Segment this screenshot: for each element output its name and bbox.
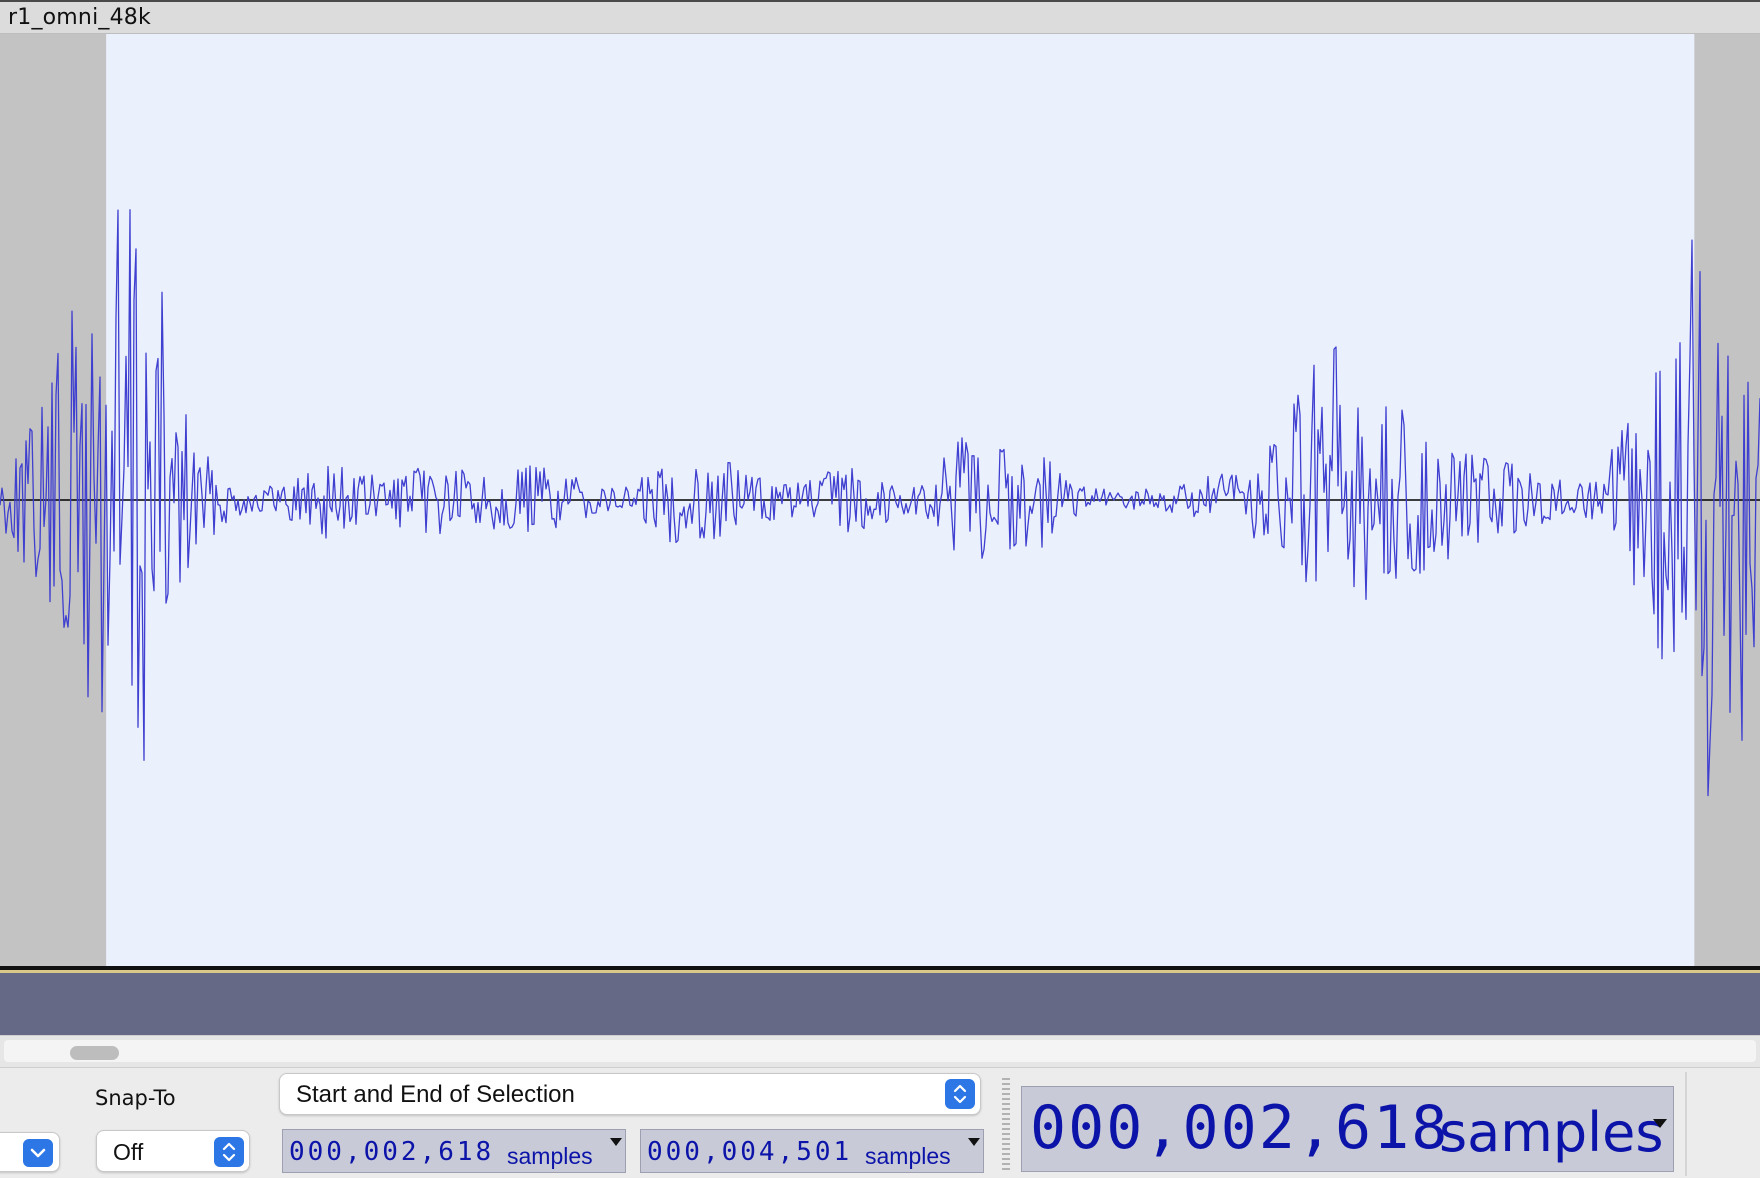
toolbar-grip[interactable]: [1002, 1078, 1010, 1170]
up-down-chevrons-icon[interactable]: [214, 1137, 244, 1167]
toolbar-separator: [1685, 1072, 1687, 1176]
selection-toolbar: Snap-To Off Start and End of Selection 0…: [0, 1067, 1760, 1178]
snap-to-value: Off: [113, 1139, 144, 1165]
audio-position-digits[interactable]: 000,002,618: [1030, 1093, 1450, 1163]
project-rate-select[interactable]: [0, 1132, 60, 1172]
waveform-area[interactable]: [0, 34, 1760, 966]
selection-start-time[interactable]: 000,002,618 samples: [282, 1129, 626, 1173]
triangle-down-icon[interactable]: [610, 1138, 622, 1146]
horizontal-scrollbar[interactable]: [0, 1035, 1760, 1067]
selection-mode-select[interactable]: Start and End of Selection: [279, 1073, 981, 1115]
snap-to-label: Snap-To: [95, 1086, 176, 1110]
selection-start-digits[interactable]: 000,002,618: [289, 1137, 495, 1167]
track-name: r1_omni_48k: [8, 5, 151, 30]
selection-start-unit: samples: [507, 1143, 593, 1169]
snap-to-select[interactable]: Off: [96, 1130, 250, 1172]
audio-position-time[interactable]: 000,002,618 samples: [1021, 1086, 1674, 1172]
selection-end-digits[interactable]: 000,004,501: [647, 1137, 853, 1167]
waveform: [0, 209, 1760, 797]
track-bottom-highlight: [0, 970, 1760, 973]
chevron-down-icon[interactable]: [23, 1139, 53, 1167]
track-bottom-border[interactable]: [0, 966, 1760, 970]
track-name-bar[interactable]: r1_omni_48k: [0, 0, 1760, 34]
triangle-down-icon[interactable]: [1653, 1119, 1667, 1128]
waveform-canvas[interactable]: [0, 34, 1760, 966]
scrollbar-track[interactable]: [4, 1040, 1756, 1062]
selection-end-time[interactable]: 000,004,501 samples: [640, 1129, 984, 1173]
empty-tracks-background[interactable]: [0, 973, 1760, 1035]
selection-end-unit: samples: [865, 1143, 951, 1169]
audio-position-unit: samples: [1439, 1101, 1664, 1164]
scrollbar-thumb[interactable]: [70, 1046, 119, 1060]
up-down-chevrons-icon[interactable]: [945, 1079, 975, 1109]
triangle-down-icon[interactable]: [968, 1138, 980, 1146]
selection-mode-value: Start and End of Selection: [296, 1081, 575, 1108]
